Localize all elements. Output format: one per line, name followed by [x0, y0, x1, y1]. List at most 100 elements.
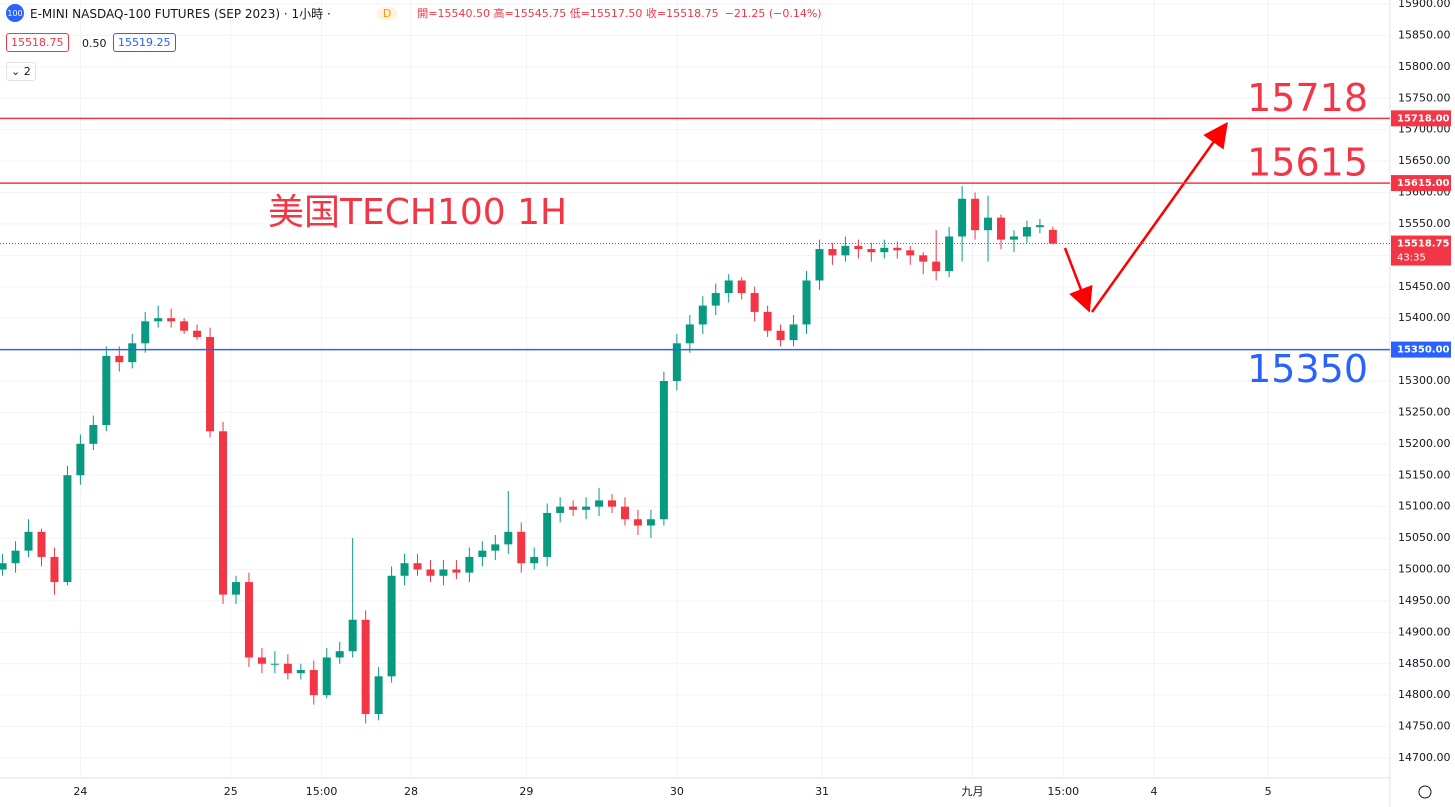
level-label: 15350: [1247, 347, 1368, 391]
x-tick-label: 15:00: [306, 785, 338, 798]
y-tick-label: 15450.00: [1398, 280, 1451, 293]
y-tick-label: 15900.00: [1398, 0, 1451, 10]
y-tick-label: 15000.00: [1398, 563, 1451, 576]
candle-body: [115, 355, 124, 363]
x-tick-label: 31: [815, 785, 829, 798]
candle-body: [685, 324, 694, 344]
candle-body: [932, 261, 941, 272]
x-tick-label: 4: [1151, 785, 1158, 798]
price-tag: [1391, 110, 1451, 127]
candle-body: [633, 519, 642, 526]
change: −21.25 (−0.14%): [724, 6, 822, 20]
candle-body: [569, 506, 578, 510]
candle-body: [984, 217, 993, 231]
candle-body: [517, 531, 526, 564]
price-tag-label: 15718.00: [1397, 113, 1450, 124]
y-tick-label: 15100.00: [1398, 500, 1451, 513]
x-tick-label: 30: [670, 785, 684, 798]
candle-body: [309, 670, 318, 696]
candle-body: [219, 431, 228, 595]
header: 100 E-MINI NASDAQ-100 FUTURES (SEP 2023)…: [6, 4, 822, 22]
annotation: 美国TECH100 1H: [268, 192, 567, 233]
candle-body: [815, 249, 824, 281]
price-tag: [1391, 235, 1451, 266]
candle-body: [945, 236, 954, 272]
candle-body: [672, 343, 681, 381]
candle-body: [180, 321, 189, 331]
candle-body: [971, 198, 980, 231]
y-tick-label: 14800.00: [1398, 688, 1451, 701]
y-tick-label: 15800.00: [1398, 60, 1451, 73]
candle-body: [504, 531, 513, 545]
y-tick-label: 15750.00: [1398, 91, 1451, 104]
candle-body: [556, 506, 565, 513]
candle-body: [478, 550, 487, 557]
y-tick-label: 14950.00: [1398, 594, 1451, 607]
badge: 100: [6, 4, 24, 22]
y-tick-label: 15250.00: [1398, 405, 1451, 418]
candle-body: [530, 556, 539, 564]
x-tick-label: 29: [519, 785, 533, 798]
arrow: [1090, 121, 1228, 313]
candle-body: [582, 506, 591, 510]
candle-body: [244, 582, 253, 658]
candle-body: [543, 512, 552, 557]
indicators-toggle[interactable]: ⌄ 2: [6, 62, 36, 81]
candle-body: [167, 318, 176, 322]
candle-body: [867, 249, 876, 253]
candle-body: [608, 500, 617, 507]
y-tick-label: 15300.00: [1398, 374, 1451, 387]
y-tick-label: 15050.00: [1398, 531, 1451, 544]
y-tick-label: 15650.00: [1398, 154, 1451, 167]
candle-body: [880, 247, 889, 253]
session: D: [376, 6, 398, 20]
x-tick-label: 15:00: [1047, 785, 1079, 798]
candle-body: [737, 280, 746, 294]
candle-body: [400, 563, 409, 576]
candle-body: [646, 519, 655, 526]
candle-body: [257, 657, 266, 664]
candle-body: [1035, 225, 1044, 228]
price-tag-label: 15350.00: [1397, 345, 1450, 356]
price-tag-label: 15615.00: [1397, 178, 1450, 189]
symbol[interactable]: E-MINI NASDAQ-100 FUTURES (SEP 2023) · 1…: [30, 6, 331, 21]
x-tick-label: 24: [73, 785, 87, 798]
candle-body: [89, 424, 98, 444]
candle-body: [439, 569, 448, 576]
candle-body: [374, 676, 383, 715]
settings-icon[interactable]: [1418, 785, 1432, 799]
candle-body: [919, 255, 928, 262]
candle-body: [283, 663, 292, 674]
y-tick-label: 15550.00: [1398, 217, 1451, 230]
indicator-count: 2: [23, 65, 31, 78]
candle-body: [63, 475, 72, 583]
candle-body: [854, 245, 863, 250]
candle-body: [348, 619, 357, 652]
candle-body: [465, 556, 474, 573]
candle-body: [206, 337, 215, 432]
candle-body: [11, 550, 20, 564]
candle-body: [426, 569, 435, 576]
bid[interactable]: 15518.75: [6, 33, 69, 52]
y-tick-label: 15150.00: [1398, 468, 1451, 481]
candle-body: [997, 217, 1006, 240]
y-tick-label: 15400.00: [1398, 311, 1451, 324]
candle-body: [76, 443, 85, 476]
level-label: 15718: [1247, 76, 1368, 120]
candle-body: [620, 506, 629, 520]
last-price-label: 15518.75: [1397, 239, 1450, 250]
ask[interactable]: 15519.25: [113, 33, 176, 52]
price-tag: [1391, 175, 1451, 192]
candle-body: [270, 663, 279, 665]
candle-body: [37, 531, 46, 557]
candle-body: [24, 531, 33, 551]
candle-body: [698, 305, 707, 325]
y-tick-label: 14850.00: [1398, 657, 1451, 670]
candle-body: [50, 556, 59, 583]
x-tick-label: 25: [224, 785, 238, 798]
candle-body: [659, 381, 668, 520]
y-tick-label: 15200.00: [1398, 437, 1451, 450]
candle-body: [776, 330, 785, 341]
